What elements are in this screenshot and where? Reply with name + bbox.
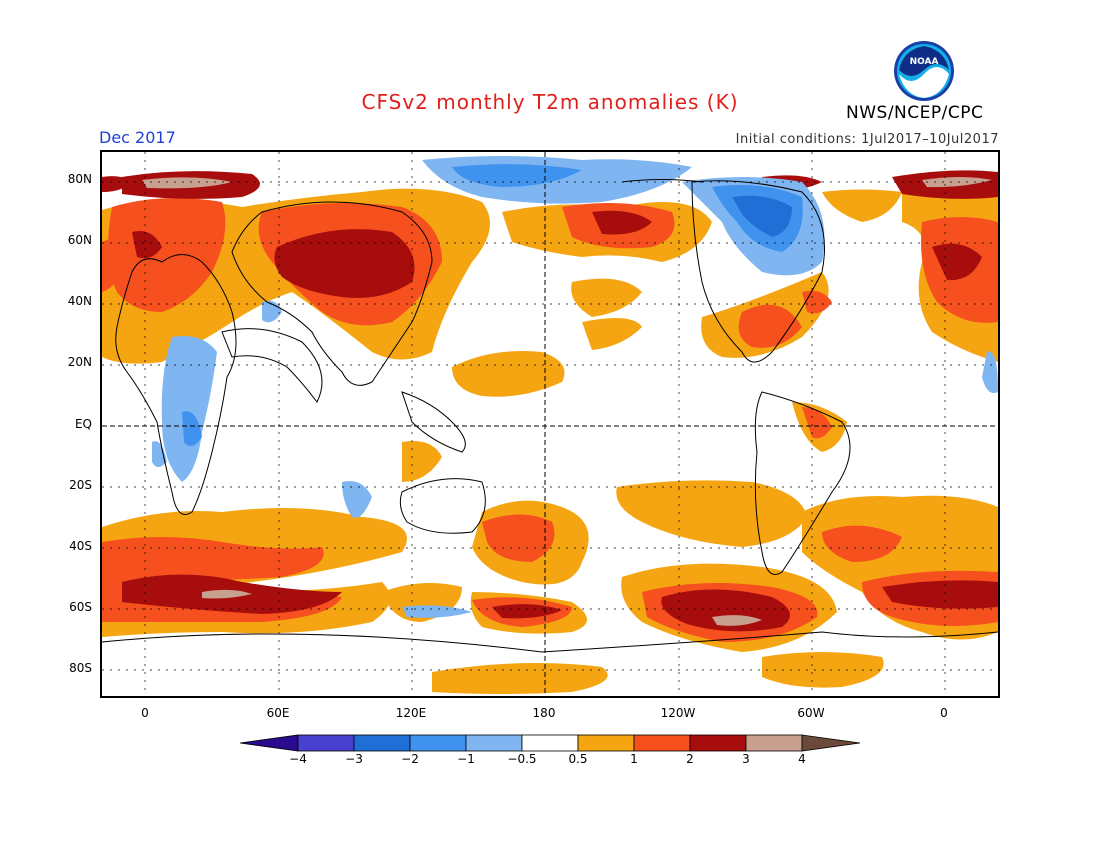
lon-label-60e: 60E <box>266 706 290 720</box>
equator-and-dateline <box>102 152 998 696</box>
colorbar-swatch-8 <box>689 734 747 752</box>
logo-text: NOAA <box>910 57 939 67</box>
lat-label-80s: 80S <box>69 661 92 675</box>
lon-label-120e: 120E <box>395 706 427 720</box>
coastlines <box>102 179 998 653</box>
lon-label-60w: 60W <box>797 706 825 720</box>
colorbar-swatch-2 <box>353 734 411 752</box>
lon-label-120w: 120W <box>660 706 696 720</box>
anomaly-neg2-neg3-areas <box>732 195 792 237</box>
colorbar-swatch-7 <box>633 734 691 752</box>
lat-label-40n: 40N <box>67 294 92 308</box>
colorbar-arrow-low <box>239 734 299 752</box>
initial-conditions: Initial conditions: 1Jul2017–10Jul2017 <box>735 132 999 147</box>
agency-label: NWS/NCEP/CPC <box>846 103 984 123</box>
lon-label-0: 0 <box>141 706 149 720</box>
anomaly-3-4-areas <box>142 177 992 626</box>
colorbar-label-neg3: −3 <box>345 752 363 766</box>
lon-label-0-right: 0 <box>940 706 948 720</box>
lon-label-180: 180 <box>532 706 556 720</box>
colorbar-label-3: 3 <box>742 752 750 766</box>
colorbar-swatch-9 <box>745 734 803 752</box>
map-title: CFSv2 monthly T2m anomalies (K) <box>361 90 739 114</box>
colorbar-label-4: 4 <box>798 752 806 766</box>
colorbar-arrow-high <box>801 734 861 752</box>
logo-icon: NOAA <box>893 40 955 102</box>
lat-label-80n: 80N <box>67 172 92 186</box>
graticule <box>102 152 998 696</box>
colorbar-label-neg2: −2 <box>401 752 419 766</box>
lat-label-20n: 20N <box>67 355 92 369</box>
colorbar <box>239 734 862 756</box>
colorbar-swatch-5 <box>521 734 579 752</box>
lat-label-eq: EQ <box>74 417 92 431</box>
colorbar-label-neg4: −4 <box>289 752 307 766</box>
lat-label-60n: 60N <box>67 233 92 247</box>
colorbar-swatch-1 <box>297 734 355 752</box>
colorbar-label-1: 1 <box>630 752 638 766</box>
colorbar-label-0p5: 0.5 <box>568 752 588 766</box>
anomaly-map <box>100 150 1000 698</box>
valid-month: Dec 2017 <box>99 128 176 147</box>
colorbar-swatch-3 <box>409 734 467 752</box>
lat-label-60s: 60S <box>69 600 92 614</box>
colorbar-label-neg0p5: −0.5 <box>507 752 537 766</box>
colorbar-label-neg1: −1 <box>457 752 475 766</box>
colorbar-label-2: 2 <box>686 752 694 766</box>
lat-label-20s: 20S <box>69 478 92 492</box>
lat-label-40s: 40S <box>69 539 92 553</box>
colorbar-swatch-6 <box>577 734 635 752</box>
colorbar-swatch-4 <box>465 734 523 752</box>
